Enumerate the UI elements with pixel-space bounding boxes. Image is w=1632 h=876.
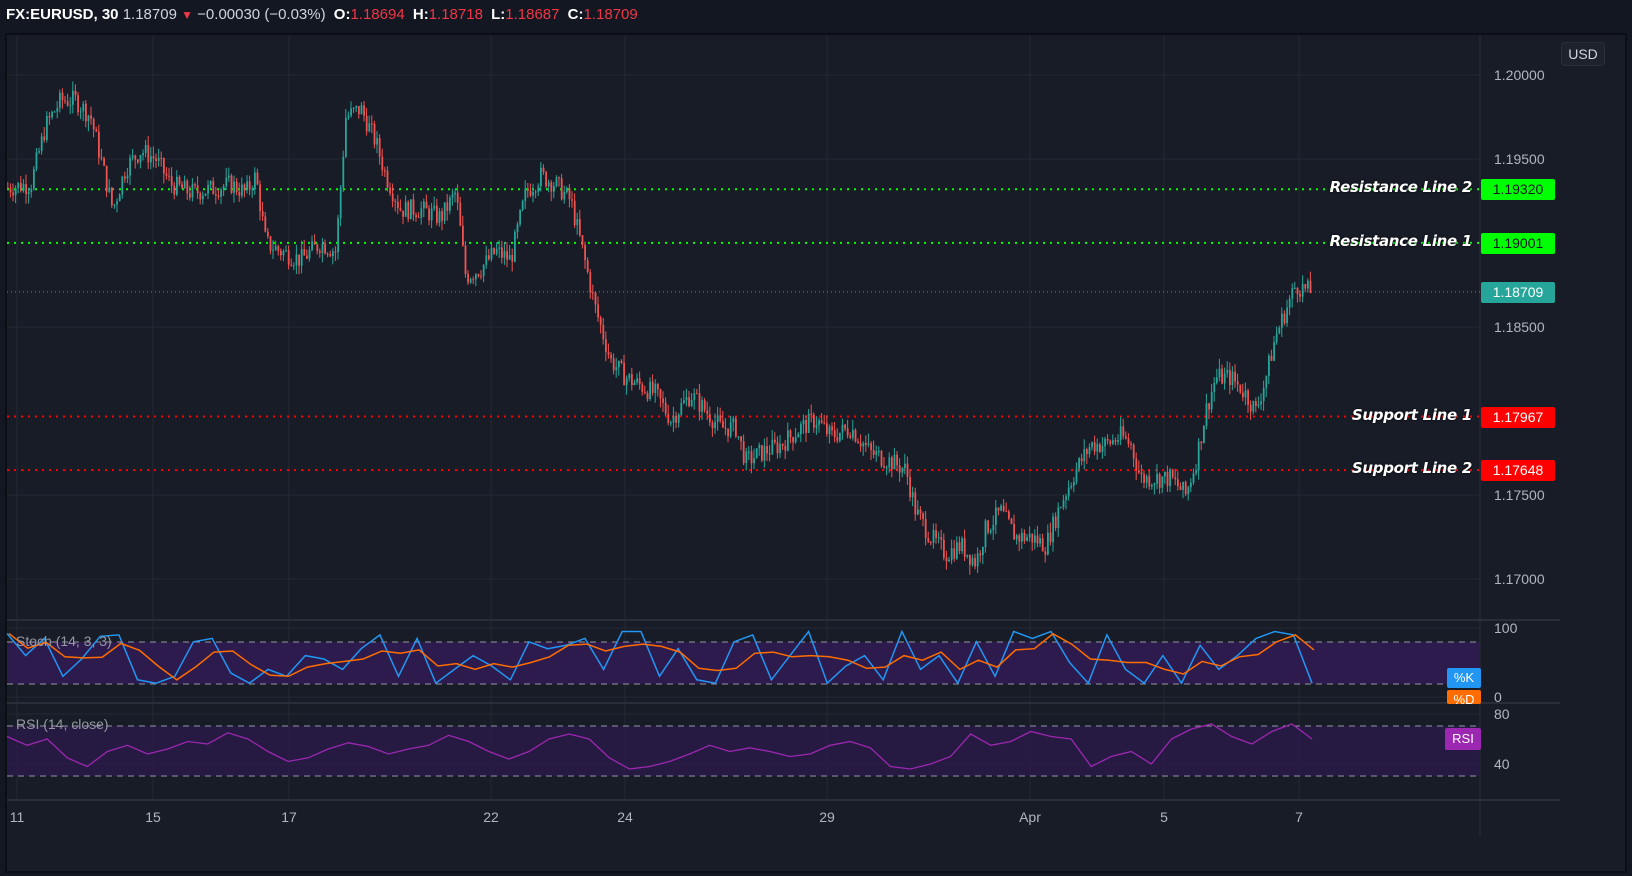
grid-lines — [7, 35, 1560, 836]
support-line-1-tag: 1.17967 — [1481, 406, 1555, 428]
resistance-line-2-label[interactable]: Resistance Line 2 — [1329, 178, 1473, 197]
stoch-title[interactable]: Stoch (14, 3, 3) — [16, 633, 112, 649]
resistance-line-1-tag: 1.19001 — [1481, 232, 1555, 254]
svg-text:1.18500: 1.18500 — [1494, 319, 1545, 335]
stochastic-series[interactable] — [6, 629, 1315, 685]
close-label: C: — [567, 6, 584, 23]
svg-text:17: 17 — [281, 809, 297, 825]
resistance-line-1-label[interactable]: Resistance Line 1 — [1329, 231, 1473, 250]
svg-text:5: 5 — [1160, 809, 1168, 825]
svg-text:1.19500: 1.19500 — [1494, 151, 1545, 167]
svg-text:80: 80 — [1494, 706, 1510, 722]
support-line-1-label[interactable]: Support Line 1 — [1351, 405, 1472, 424]
support-line-2-tag: 1.17648 — [1481, 460, 1555, 482]
svg-text:1.17500: 1.17500 — [1494, 487, 1545, 503]
svg-text:29: 29 — [819, 809, 835, 825]
symbol-header: FX:EURUSD, 30 1.18709 ▼ −0.00030 (−0.03%… — [0, 0, 1632, 30]
svg-text:1.20000: 1.20000 — [1494, 67, 1545, 83]
rsi-badge: RSI — [1445, 728, 1481, 750]
svg-text:40: 40 — [1494, 756, 1510, 772]
axes: 1.20000 1.19500 1.18500 1.17500 1.17000 100 08… — [10, 67, 1545, 825]
currency-button[interactable]: USD — [1561, 42, 1605, 66]
triangle-down-icon: ▼ — [181, 8, 193, 22]
symbol-title[interactable]: FX:EURUSD, 30 — [6, 6, 119, 23]
svg-text:100: 100 — [1494, 620, 1518, 636]
svg-text:0: 0 — [1494, 689, 1502, 705]
last-price: 1.18709 — [122, 6, 177, 23]
svg-text:Apr: Apr — [1019, 809, 1041, 825]
high-label: H: — [412, 6, 429, 23]
stoch-d-badge: %D — [1447, 690, 1481, 704]
svg-text:11: 11 — [10, 809, 25, 825]
svg-text:22: 22 — [483, 809, 499, 825]
svg-text:24: 24 — [617, 809, 633, 825]
open-value: 1.18694 — [350, 6, 405, 23]
close-value: 1.18709 — [583, 6, 638, 23]
stoch-k-badge: %K — [1447, 668, 1481, 688]
support-line-2-label[interactable]: Support Line 2 — [1351, 459, 1472, 478]
resistance-line-2-tag: 1.19320 — [1481, 179, 1555, 201]
high-value: 1.18718 — [428, 6, 483, 23]
rsi-series[interactable] — [6, 723, 1313, 770]
rsi-title[interactable]: RSI (14, close) — [16, 716, 109, 732]
price-change: −0.00030 (−0.03%) — [197, 6, 326, 23]
low-value: 1.18687 — [505, 6, 560, 23]
current-price-tag: 1.18709 — [1481, 281, 1555, 303]
svg-text:15: 15 — [145, 809, 161, 825]
candlestick-series[interactable] — [7, 81, 1312, 575]
open-label: O: — [333, 6, 351, 23]
svg-text:1.17000: 1.17000 — [1494, 571, 1545, 587]
svg-text:7: 7 — [1295, 809, 1303, 825]
low-label: L: — [491, 6, 506, 23]
